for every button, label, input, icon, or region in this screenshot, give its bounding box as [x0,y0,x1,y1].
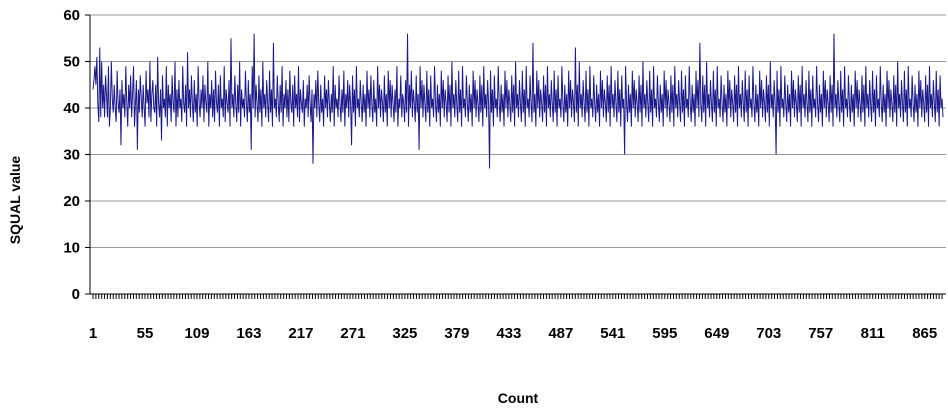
x-tick-label: 163 [236,325,261,342]
x-tick-label: 109 [184,325,209,342]
series-layer [92,33,944,169]
x-tick-label: 271 [340,325,365,342]
x-tick-labels: 1 55 109 163 217 271 325 379 433 487 541 595 649 703 7… [89,325,937,342]
x-tick-label: 541 [600,325,625,342]
y-tick-label: 0 [72,286,80,303]
x-tick-label: 55 [137,325,154,342]
y-tick-label: 60 [63,7,80,24]
y-tick-label: 20 [63,193,80,210]
x-tick-label: 217 [288,325,313,342]
y-tick-label: 30 [63,147,80,164]
x-tick-label: 325 [392,325,417,342]
x-tick-label: 433 [496,325,521,342]
axes [85,14,946,299]
x-tick-label: 757 [808,325,833,342]
y-tick-labels: 0 10 20 30 40 50 60 [63,7,80,303]
x-tick-label: 487 [548,325,573,342]
x-tick-label: 379 [444,325,469,342]
gridlines [90,14,946,248]
x-tick-label: 703 [756,325,781,342]
x-tick-label: 649 [704,325,729,342]
y-tick-label: 40 [63,100,80,117]
x-tick-label: 811 [861,325,885,342]
y-axis-title: SQUAL value [7,156,23,245]
x-tick-label: 1 [89,325,97,342]
y-tick-label: 10 [63,240,80,257]
series-line-0 [92,33,944,169]
y-tick-label: 50 [63,54,80,71]
x-axis-title: Count [498,390,539,406]
x-tick-label: 595 [652,325,677,342]
x-tick-label: 865 [912,325,937,342]
